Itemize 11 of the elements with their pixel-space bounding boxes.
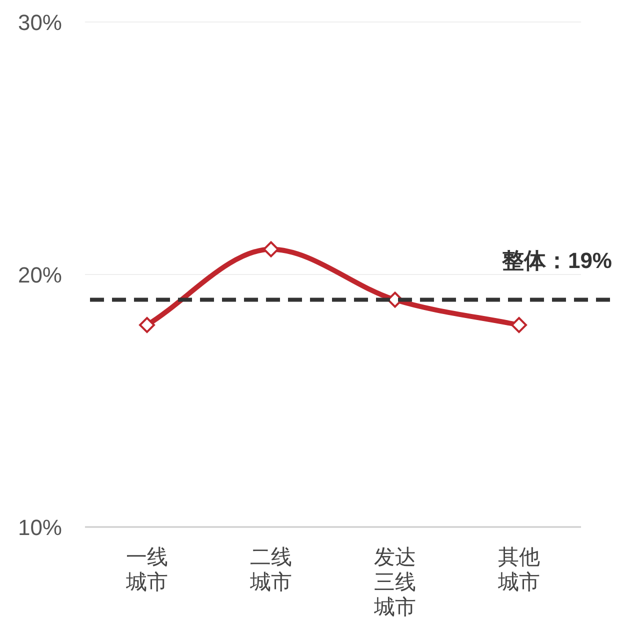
point — [511, 317, 527, 333]
point — [139, 317, 155, 333]
x-tick-label: 发达三线城市 — [373, 545, 417, 620]
point — [263, 241, 279, 258]
y-tick-label: 30% — [18, 10, 62, 35]
y-tick-label: 20% — [18, 262, 62, 288]
x-tick-label: 二线城市 — [249, 545, 293, 595]
x-tick-label: 一线城市 — [125, 545, 169, 595]
y-tick-label: 10% — [18, 515, 62, 540]
ref-line-label: 整体：19% — [500, 248, 612, 273]
x-tick-label: 其他城市 — [497, 545, 541, 595]
